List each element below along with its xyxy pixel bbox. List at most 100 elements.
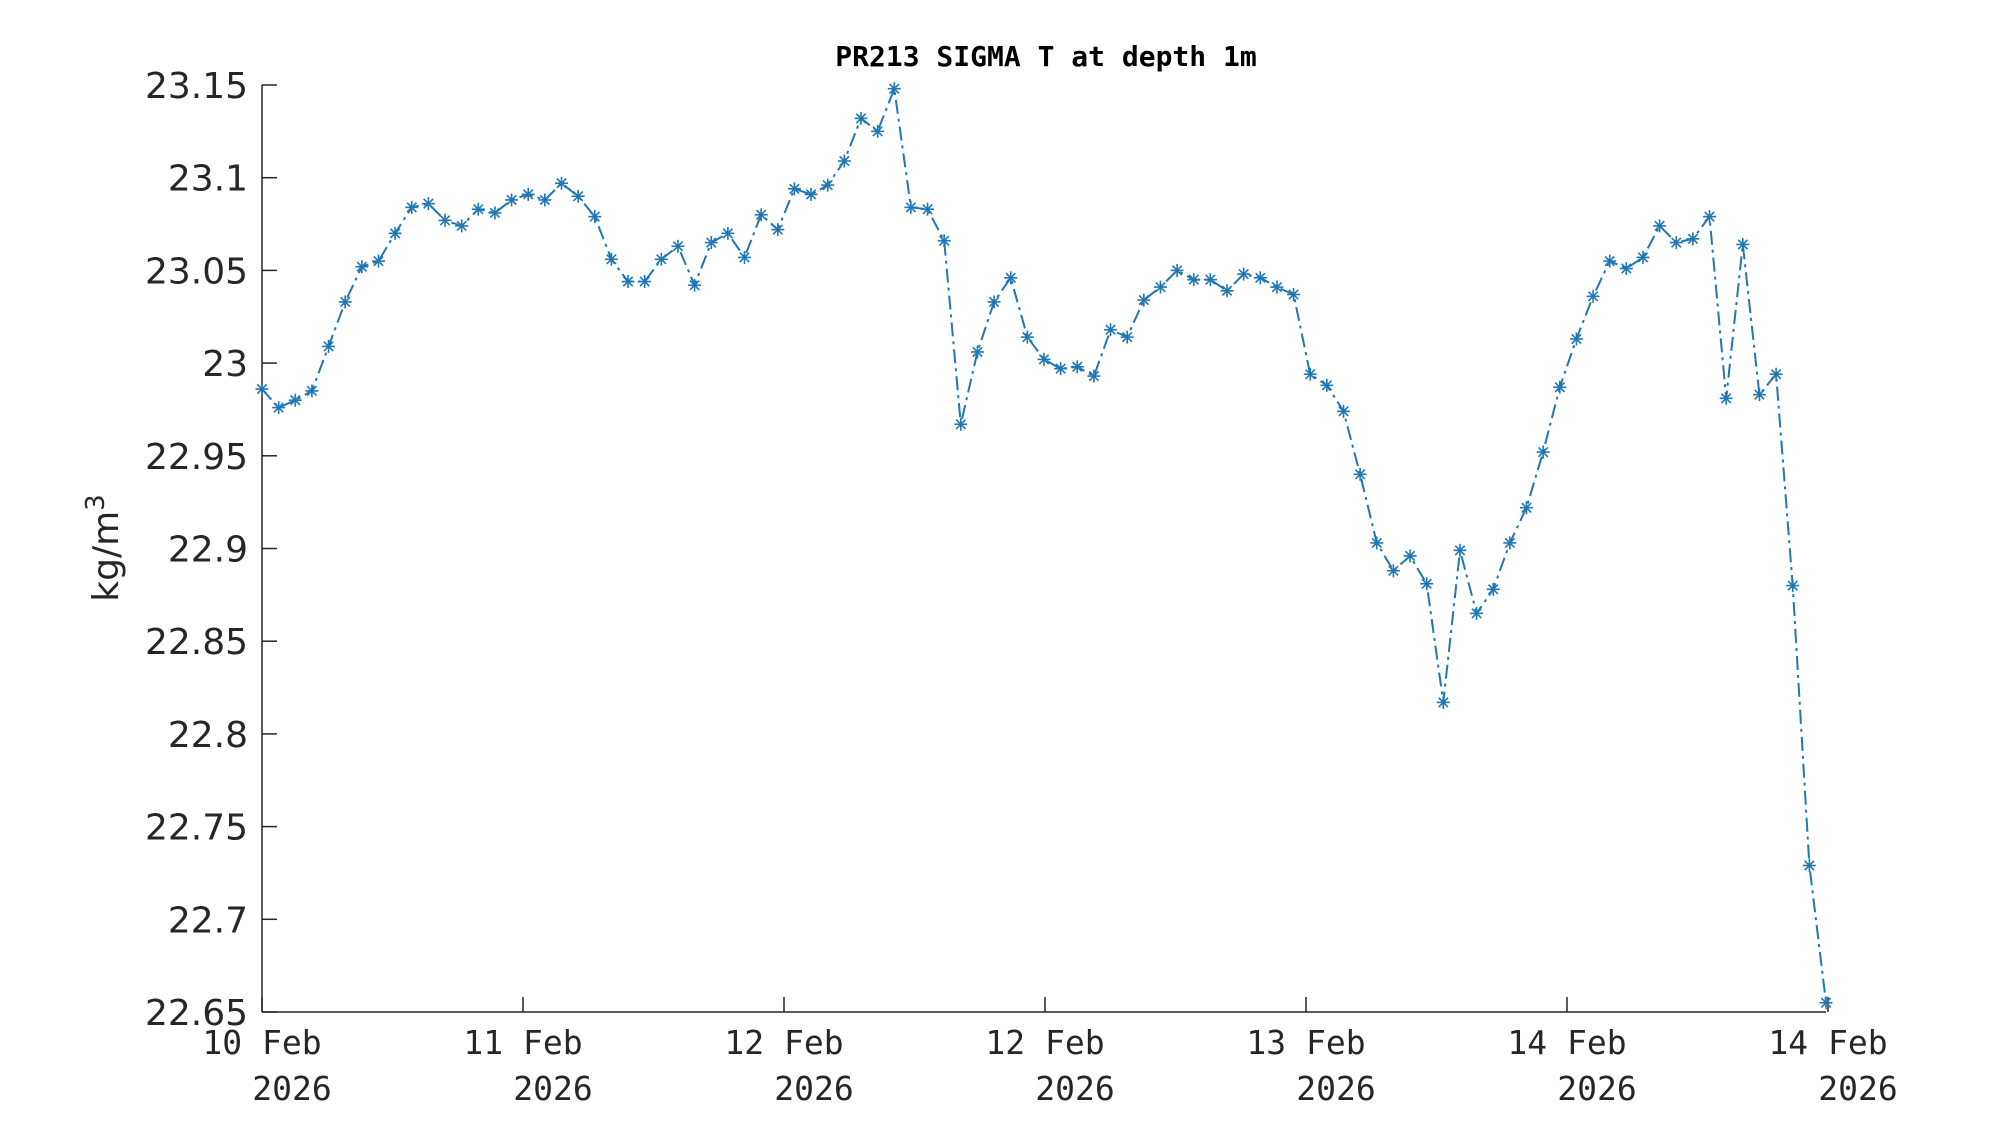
data-point-marker	[588, 210, 602, 224]
y-tick-label: 22.95	[145, 437, 248, 478]
y-tick-label: 22.75	[145, 808, 248, 849]
x-tick-label-day: 11 Feb	[463, 1023, 582, 1062]
data-point-marker	[1603, 254, 1617, 268]
data-point-marker	[1137, 293, 1151, 307]
data-point-marker	[638, 275, 652, 289]
data-point-marker	[1736, 237, 1750, 251]
data-point-marker	[1420, 577, 1434, 591]
data-point-marker	[1270, 280, 1284, 294]
x-tick-label-year: 2026	[252, 1069, 331, 1108]
data-point-marker	[1653, 219, 1667, 233]
data-point-marker	[1203, 273, 1217, 287]
data-point-marker	[1769, 367, 1783, 381]
data-point-marker	[538, 193, 552, 207]
data-point-marker	[1802, 859, 1816, 873]
data-point-marker	[1353, 467, 1367, 481]
x-tick-label-year: 2026	[1818, 1069, 1897, 1108]
data-point-marker	[654, 252, 668, 266]
data-point-marker	[521, 187, 535, 201]
y-tick-label: 22.7	[168, 900, 248, 941]
x-tick-label-year: 2026	[774, 1069, 853, 1108]
data-point-marker	[288, 393, 302, 407]
y-axis-label-superscript: 3	[81, 494, 111, 511]
data-point-marker	[355, 260, 369, 274]
data-point-marker	[1669, 236, 1683, 250]
y-tick-label: 23.15	[145, 66, 248, 107]
data-point-marker	[854, 111, 868, 125]
y-tick-label: 22.8	[168, 715, 248, 756]
data-point-marker	[1237, 267, 1251, 281]
data-point-marker	[388, 226, 402, 240]
data-point-marker	[1336, 404, 1350, 418]
y-tick-label: 22.85	[145, 622, 248, 663]
data-point-marker	[887, 82, 901, 96]
data-point-marker	[488, 206, 502, 220]
data-point-marker	[255, 382, 269, 396]
data-point-marker	[837, 154, 851, 168]
data-point-marker	[1253, 271, 1267, 285]
data-point-marker	[438, 213, 452, 227]
x-tick-label-day: 13 Feb	[1246, 1023, 1365, 1062]
data-point-marker	[1819, 996, 1833, 1010]
data-point-marker	[1220, 284, 1234, 298]
data-point-marker	[338, 295, 352, 309]
data-point-marker	[1503, 536, 1517, 550]
data-point-marker	[771, 223, 785, 237]
data-point-marker	[738, 250, 752, 264]
data-point-marker	[1569, 332, 1583, 346]
data-point-marker	[937, 234, 951, 248]
data-point-marker	[621, 275, 635, 289]
x-ticks: 10 Feb 2026 11 Feb 2026 12 Feb 2026 12 Feb 2026…	[202, 997, 1898, 1108]
data-point-marker	[1037, 352, 1051, 366]
x-tick-label-year: 2026	[513, 1069, 592, 1108]
data-point-marker	[1403, 549, 1417, 563]
data-point-marker	[970, 345, 984, 359]
data-point-marker	[1553, 380, 1567, 394]
data-point-marker	[1054, 362, 1068, 376]
y-tick-label: 23.05	[145, 251, 248, 292]
data-point-marker	[1586, 289, 1600, 303]
data-point-marker	[1636, 250, 1650, 264]
data-point-marker	[921, 202, 935, 216]
data-point-marker	[421, 197, 435, 211]
data-point-marker	[571, 189, 585, 203]
data-point-marker	[904, 200, 918, 214]
data-point-marker	[1752, 388, 1766, 402]
data-point-marker	[721, 226, 735, 240]
series-line	[261, 84, 1827, 1003]
data-point-marker	[1320, 378, 1334, 392]
data-point-marker	[1719, 391, 1733, 405]
chart-title: PR213 SIGMA T at depth 1m	[835, 40, 1256, 73]
data-point-marker	[1104, 323, 1118, 337]
data-point-marker	[1370, 536, 1384, 550]
data-point-marker	[1470, 606, 1484, 620]
data-point-marker	[1436, 695, 1450, 709]
data-point-marker	[821, 178, 835, 192]
data-point-marker	[987, 295, 1001, 309]
x-tick-label-day: 12 Feb	[985, 1023, 1104, 1062]
data-point-marker	[1786, 579, 1800, 593]
y-tick-label: 22.9	[168, 530, 248, 571]
y-tick-label: 23.1	[168, 159, 248, 200]
data-point-marker	[1453, 543, 1467, 557]
x-tick-label-day: 12 Feb	[724, 1023, 843, 1062]
data-point-marker	[704, 236, 718, 250]
plot-area	[255, 82, 1833, 1010]
data-point-marker	[405, 200, 419, 214]
data-point-marker	[1619, 262, 1633, 276]
data-point-marker	[871, 124, 885, 138]
data-point-marker	[1170, 263, 1184, 277]
data-point-marker	[1020, 330, 1034, 344]
x-tick-label-day: 14 Feb	[1507, 1023, 1626, 1062]
data-point-marker	[371, 254, 385, 268]
data-point-marker	[787, 182, 801, 196]
x-tick-label-year: 2026	[1035, 1069, 1114, 1108]
x-tick-label-day: 14 Feb	[1768, 1023, 1887, 1062]
x-tick-label-day: 10 Feb	[202, 1023, 321, 1062]
data-point-marker	[1703, 210, 1717, 224]
data-point-marker	[1686, 232, 1700, 246]
data-point-marker	[1386, 564, 1400, 578]
data-point-marker	[505, 193, 519, 207]
data-point-marker	[1520, 501, 1534, 515]
